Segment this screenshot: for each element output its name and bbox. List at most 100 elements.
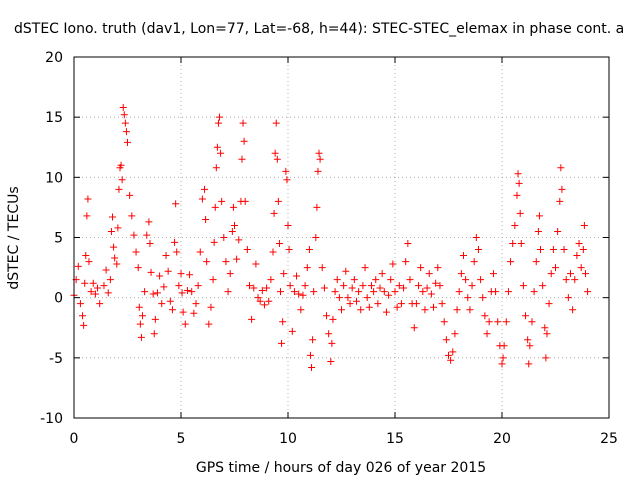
data-point [188, 288, 196, 296]
x-tick-label: 10 [279, 431, 297, 447]
data-point [449, 348, 457, 356]
data-point [412, 300, 420, 308]
data-point [94, 284, 102, 292]
data-point [245, 282, 253, 290]
data-point [126, 191, 134, 199]
data-point [515, 179, 523, 187]
data-point [260, 301, 268, 309]
data-point [569, 306, 577, 314]
data-point [115, 185, 123, 193]
data-point [149, 290, 157, 298]
data-point [442, 336, 450, 344]
data-point [430, 303, 438, 311]
data-point [207, 303, 215, 311]
data-point [526, 342, 534, 350]
data-point [122, 128, 130, 136]
x-tick-label: 15 [386, 431, 404, 447]
data-point [284, 221, 292, 229]
data-point [168, 306, 176, 314]
data-point [481, 312, 489, 320]
data-point [190, 309, 198, 317]
data-point [545, 300, 553, 308]
data-point [342, 267, 350, 275]
data-point [492, 288, 500, 296]
x-axis-title: GPS time / hours of day 026 of year 2015 [196, 460, 486, 476]
data-point [556, 197, 564, 205]
data-point [252, 260, 260, 268]
data-point [517, 240, 525, 248]
data-point [285, 246, 293, 254]
data-point [265, 297, 273, 305]
data-point [513, 191, 521, 199]
data-point [220, 234, 228, 241]
data-point [525, 360, 533, 368]
data-point [327, 357, 335, 365]
data-point [269, 248, 277, 256]
data-point [120, 111, 128, 119]
data-point [288, 327, 296, 335]
data-point [283, 176, 291, 184]
data-point [577, 264, 585, 272]
data-point [275, 240, 283, 248]
data-point [477, 276, 485, 284]
data-point [147, 268, 155, 276]
data-point [507, 258, 515, 266]
data-point [438, 300, 446, 308]
data-point [580, 221, 588, 229]
data-point [432, 279, 440, 287]
data-point [210, 238, 218, 246]
data-point [212, 164, 220, 172]
data-point [457, 270, 465, 278]
data-point [434, 264, 442, 272]
data-point [498, 360, 506, 368]
data-point [194, 282, 202, 290]
data-point [504, 288, 512, 296]
data-point [224, 288, 232, 296]
data-point [562, 276, 570, 284]
data-point [295, 290, 303, 298]
data-point [315, 149, 323, 157]
data-point [79, 312, 87, 320]
data-point [100, 282, 108, 290]
data-point [263, 284, 271, 292]
y-tick-label: 5 [54, 231, 63, 247]
data-point [528, 318, 536, 326]
data-point [374, 300, 382, 308]
data-point [367, 282, 375, 290]
data-point [489, 270, 497, 278]
data-point [297, 306, 305, 314]
data-point [325, 330, 333, 338]
data-point [549, 246, 557, 254]
x-tick-label: 20 [493, 431, 511, 447]
data-point [447, 356, 455, 364]
data-point [419, 288, 427, 296]
data-point [328, 339, 336, 347]
data-point [557, 164, 565, 172]
data-point [425, 270, 433, 278]
data-point [474, 246, 482, 254]
data-point [462, 276, 470, 284]
data-point [499, 354, 507, 362]
data-point [571, 276, 579, 284]
data-point [85, 258, 93, 266]
tick-labels: 0 5 10 15 20 25 -10 -5 0 5 10 15 20 [40, 50, 618, 447]
data-point [421, 306, 429, 314]
data-point [290, 288, 298, 296]
data-point [380, 288, 388, 296]
data-point [254, 294, 262, 302]
data-point [352, 297, 360, 305]
data-point [483, 330, 491, 338]
data-point [239, 119, 247, 127]
data-point [581, 270, 589, 278]
data-point [346, 300, 354, 308]
data-point [542, 354, 550, 362]
data-point [494, 318, 502, 326]
data-point [329, 315, 337, 323]
data-point [231, 221, 238, 229]
data-point [179, 308, 187, 316]
data-point [575, 240, 583, 248]
data-point [278, 339, 286, 347]
data-point [113, 260, 121, 268]
data-point [76, 300, 84, 308]
